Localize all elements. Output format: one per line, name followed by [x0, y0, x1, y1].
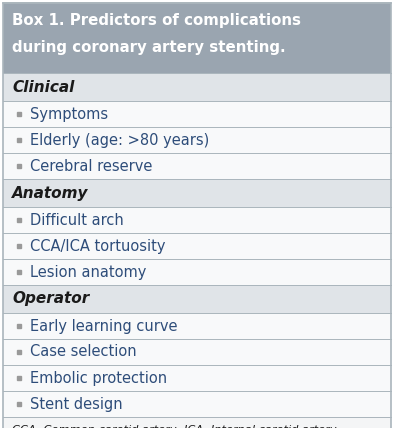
- Bar: [3, 417, 391, 428]
- Text: Case selection: Case selection: [30, 345, 137, 360]
- Text: Anatomy: Anatomy: [12, 185, 89, 200]
- Bar: [3, 391, 391, 417]
- Bar: [3, 179, 391, 207]
- Text: Difficult arch: Difficult arch: [30, 212, 124, 228]
- Text: during coronary artery stenting.: during coronary artery stenting.: [12, 39, 286, 54]
- Bar: [3, 73, 391, 101]
- Text: Lesion anatomy: Lesion anatomy: [30, 265, 147, 279]
- Text: CCA/ICA tortuosity: CCA/ICA tortuosity: [30, 238, 165, 253]
- Bar: [3, 153, 391, 179]
- Bar: [3, 127, 391, 153]
- Bar: [3, 233, 391, 259]
- Text: Clinical: Clinical: [12, 80, 74, 95]
- Text: Embolic protection: Embolic protection: [30, 371, 167, 386]
- Bar: [3, 3, 391, 73]
- Bar: [3, 101, 391, 127]
- Text: CCA: Common carotid artery; ICA: Internal carotid artery.: CCA: Common carotid artery; ICA: Interna…: [12, 425, 339, 428]
- Bar: [3, 339, 391, 365]
- Bar: [3, 365, 391, 391]
- Bar: [3, 313, 391, 339]
- Bar: [3, 285, 391, 313]
- Text: Symptoms: Symptoms: [30, 107, 108, 122]
- Text: Box 1. Predictors of complications: Box 1. Predictors of complications: [12, 12, 301, 27]
- Text: Cerebral reserve: Cerebral reserve: [30, 158, 152, 173]
- Text: Early learning curve: Early learning curve: [30, 318, 178, 333]
- Text: Stent design: Stent design: [30, 396, 123, 411]
- Text: Elderly (age: >80 years): Elderly (age: >80 years): [30, 133, 209, 148]
- Text: Operator: Operator: [12, 291, 89, 306]
- Bar: [3, 207, 391, 233]
- Bar: [3, 259, 391, 285]
